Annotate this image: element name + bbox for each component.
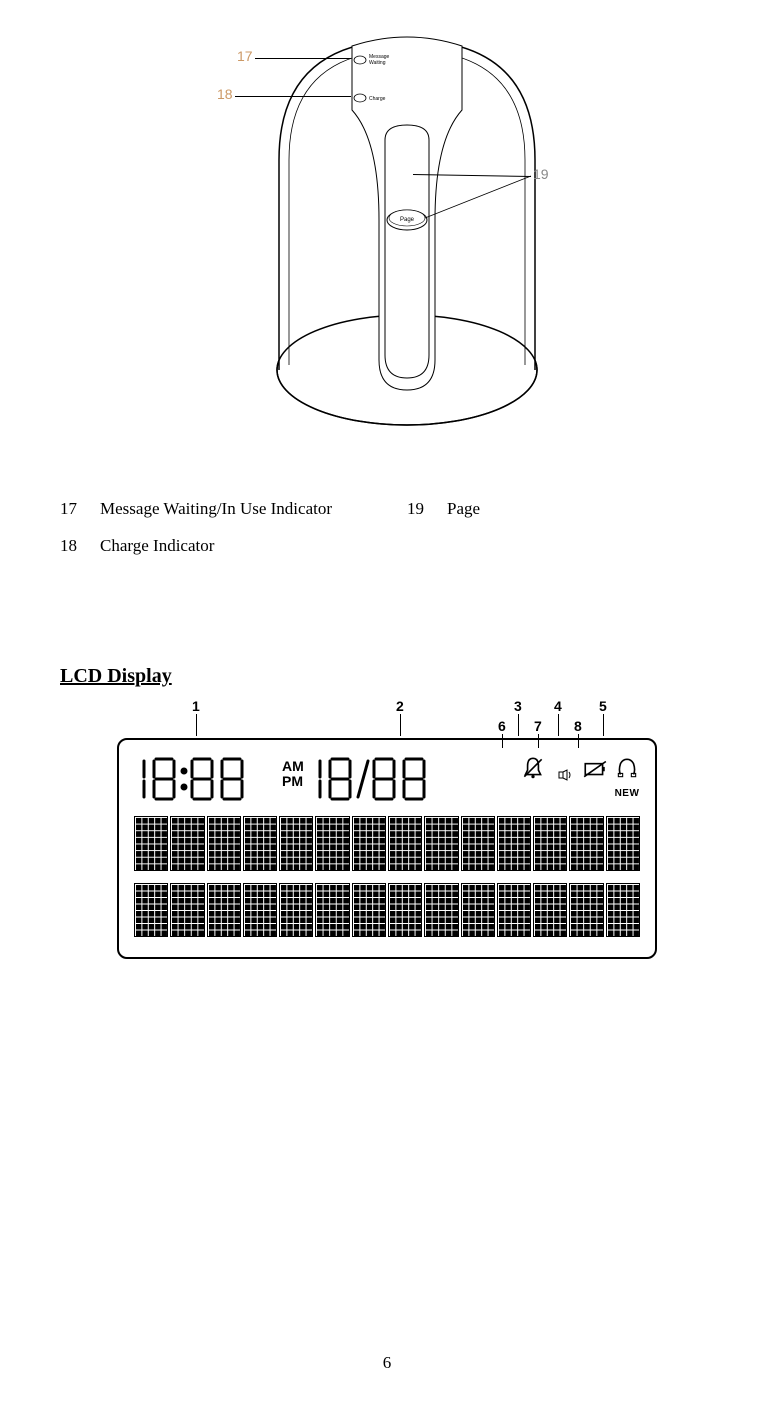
callout-line-17 — [255, 58, 351, 59]
callout-17: 17 — [237, 48, 253, 64]
ampm-indicator: AM PM — [282, 759, 304, 790]
svg-text:Waiting: Waiting — [369, 60, 386, 66]
legend-num: 19 — [407, 490, 447, 527]
callout-19: 19 — [533, 166, 549, 182]
legend-num: 18 — [60, 527, 100, 564]
ringer-icon-group — [520, 755, 576, 799]
lcd-icons: NEW — [520, 755, 640, 799]
lcd-callout-7: 7 — [534, 718, 542, 734]
lcd-callout-5: 5 — [599, 698, 607, 714]
device-drawing: Message Waiting Charge Page — [197, 20, 577, 450]
handset-icon-group: NEW — [614, 755, 640, 799]
legend-num: 17 — [60, 490, 100, 527]
svg-text:Charge: Charge — [369, 96, 386, 102]
time-segments — [134, 755, 274, 801]
legend-text — [447, 527, 714, 564]
page-number: 6 — [383, 1353, 392, 1373]
lcd-callout-1: 1 — [192, 698, 200, 714]
speaker-icon — [550, 769, 576, 781]
lcd-top-row: AM PM — [134, 755, 640, 801]
callout-18: 18 — [217, 86, 233, 102]
dot-matrix-row-2 — [134, 883, 640, 938]
am-label: AM — [282, 759, 304, 774]
battery-icon-group — [582, 755, 608, 799]
legend-num — [407, 527, 447, 564]
pm-label: PM — [282, 774, 304, 789]
svg-text:Page: Page — [400, 217, 415, 223]
callout-line-18 — [235, 96, 351, 97]
lcd-callout-4: 4 — [554, 698, 562, 714]
lcd-callout-3: 3 — [514, 698, 522, 714]
lcd-callout-2: 2 — [396, 698, 404, 714]
lcd-callout-8: 8 — [574, 718, 582, 734]
handset-icon — [614, 755, 640, 781]
section-title: LCD Display — [60, 665, 714, 688]
lcd-diagram: 1 2 3 4 5 6 7 8 — [117, 698, 657, 960]
legend-row: 18 Charge Indicator — [60, 527, 714, 564]
new-label: NEW — [614, 788, 640, 799]
legend-text: Message Waiting/In Use Indicator — [100, 490, 367, 527]
legend-text: Page — [447, 490, 714, 527]
legend-table: 17 Message Waiting/In Use Indicator 19 P… — [60, 490, 714, 565]
battery-icon — [582, 755, 608, 781]
date-segments — [312, 755, 442, 801]
dot-matrix-row-1 — [134, 816, 640, 871]
legend-text: Charge Indicator — [100, 527, 367, 564]
lcd-callout-6: 6 — [498, 718, 506, 734]
ringer-off-icon — [520, 755, 546, 781]
device-diagram: 17 18 19 Message Waiting Charge Page — [197, 20, 577, 450]
lcd-frame: AM PM — [117, 738, 657, 960]
legend-row: 17 Message Waiting/In Use Indicator 19 P… — [60, 490, 714, 527]
